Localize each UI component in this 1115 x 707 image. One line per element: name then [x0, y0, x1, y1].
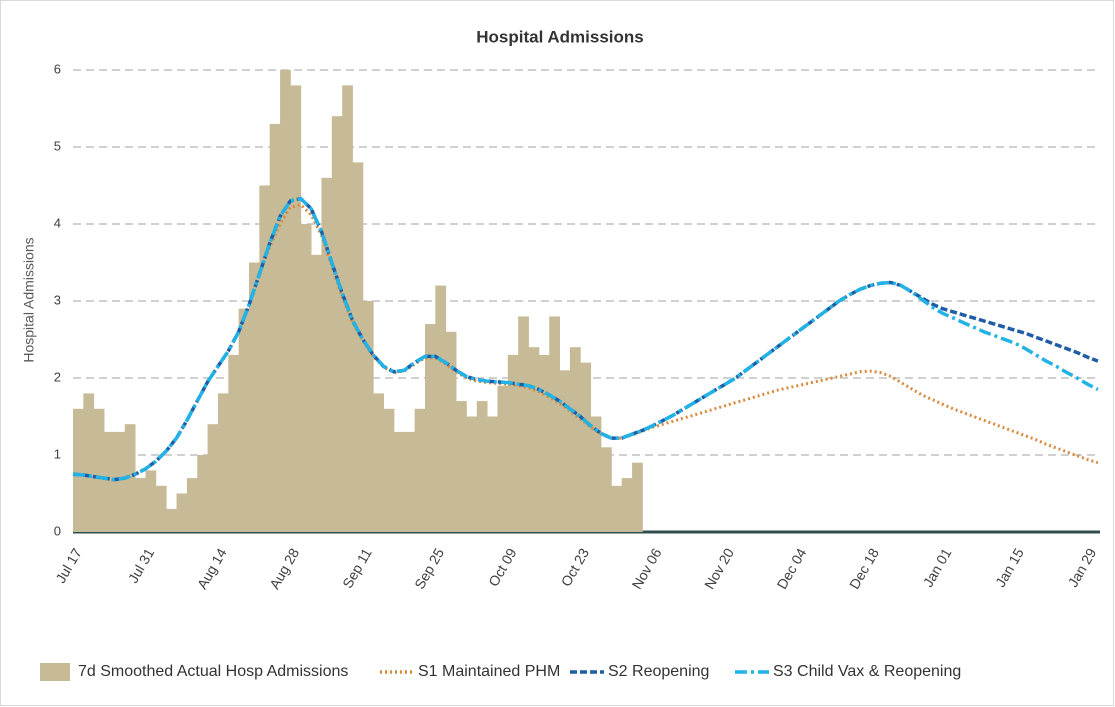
bar [456, 401, 467, 532]
bar [549, 316, 560, 532]
y-tick-label: 5 [54, 138, 61, 153]
bar [507, 354, 519, 532]
legend-label: S1 Maintained PHM [418, 663, 560, 680]
bar [124, 424, 136, 532]
bar [217, 393, 229, 532]
bar [383, 408, 395, 532]
bar [176, 493, 188, 532]
bar [135, 478, 146, 532]
bar [580, 362, 592, 532]
bar [569, 347, 581, 532]
bar [93, 408, 105, 532]
bar [259, 185, 271, 532]
bar [466, 416, 478, 532]
bar [435, 285, 447, 532]
bar [331, 116, 343, 532]
bar [207, 424, 219, 532]
bar [538, 354, 550, 532]
bar [414, 408, 426, 532]
chart-title: Hospital Admissions [476, 27, 644, 46]
bar [362, 301, 374, 532]
bar [632, 462, 643, 532]
bar [518, 316, 529, 532]
bar [404, 431, 416, 532]
legend-label: S3 Child Vax & Reopening [773, 663, 961, 680]
bar [373, 393, 384, 532]
legend-label: 7d Smoothed Actual Hosp Admissions [78, 663, 348, 680]
y-axis-label: Hospital Admissions [21, 237, 37, 362]
bar [155, 485, 167, 532]
y-tick-label: 0 [54, 523, 61, 538]
y-tick-label: 2 [54, 369, 61, 384]
bar [352, 162, 364, 532]
bar [166, 508, 177, 532]
line-series [72, 196, 1099, 482]
legend-swatch [40, 663, 70, 681]
y-tick-label: 3 [54, 292, 61, 307]
bar [487, 416, 498, 532]
y-tick-label: 1 [54, 446, 61, 461]
bar [321, 177, 333, 533]
bar [424, 324, 436, 532]
bar [393, 431, 405, 532]
legend-label: S2 Reopening [608, 663, 709, 680]
bar [186, 478, 198, 532]
bar [476, 401, 488, 532]
bar [145, 470, 157, 532]
bar [238, 308, 250, 532]
bar [590, 416, 602, 532]
bar [611, 485, 623, 532]
bar [290, 85, 302, 533]
bar [497, 385, 509, 532]
bar [104, 431, 115, 532]
bar [228, 354, 240, 532]
bar [528, 347, 540, 532]
bar [600, 447, 612, 532]
bar [559, 370, 571, 532]
bar [197, 455, 208, 532]
bar [445, 331, 457, 532]
bar [621, 478, 633, 532]
bar [311, 254, 322, 533]
bar [300, 224, 312, 532]
bar [269, 123, 281, 533]
bar [280, 70, 291, 532]
bar [114, 431, 126, 532]
y-tick-label: 4 [54, 215, 61, 230]
bar [73, 408, 84, 532]
bar [248, 262, 260, 532]
y-tick-label: 6 [54, 61, 61, 76]
bar [83, 393, 95, 532]
